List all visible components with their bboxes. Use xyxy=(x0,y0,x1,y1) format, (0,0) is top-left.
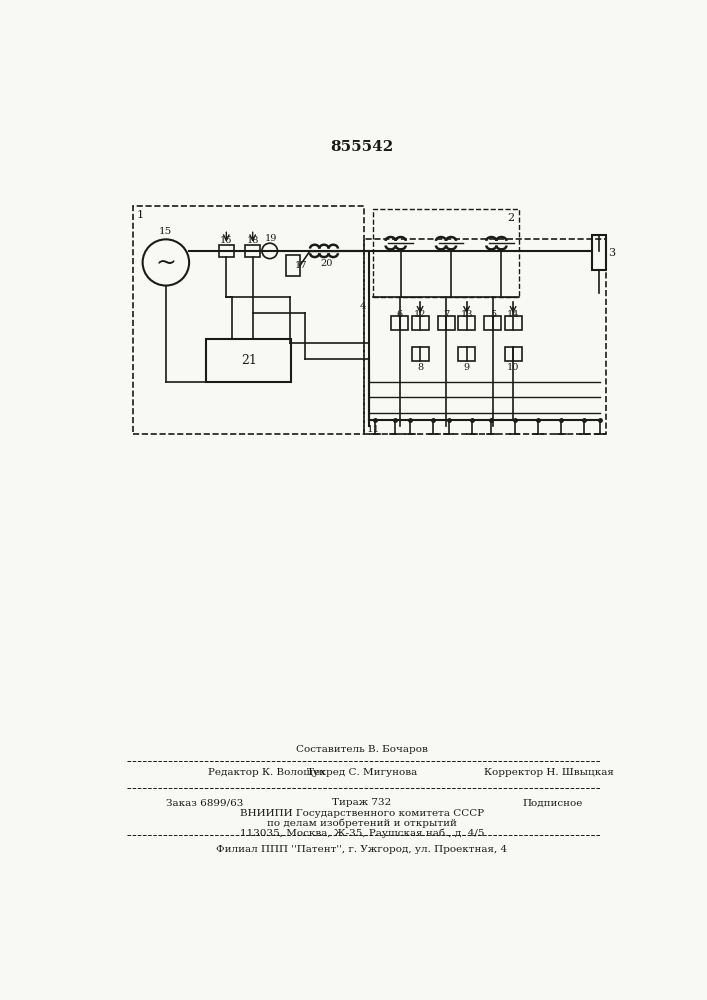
Bar xyxy=(411,347,428,361)
Text: Редактор К. Волощук: Редактор К. Волощук xyxy=(209,768,326,777)
Text: 9: 9 xyxy=(464,363,469,372)
Text: 4: 4 xyxy=(359,302,366,311)
Text: 15: 15 xyxy=(159,227,173,236)
Text: по делам изобретений и открытий: по делам изобретений и открытий xyxy=(267,818,457,828)
Text: 20: 20 xyxy=(320,259,332,268)
Bar xyxy=(592,235,606,270)
Text: Техред С. Мигунова: Техред С. Мигунова xyxy=(307,768,417,777)
Text: 113035, Москва, Ж-35, Раушская наб., д. 4/5: 113035, Москва, Ж-35, Раушская наб., д. … xyxy=(240,828,484,838)
Bar xyxy=(373,209,518,297)
Text: 5: 5 xyxy=(490,310,496,319)
Bar xyxy=(245,245,260,257)
Bar xyxy=(206,339,291,382)
Text: Подписное: Подписное xyxy=(522,798,583,807)
Bar xyxy=(458,347,475,361)
Text: 6: 6 xyxy=(397,310,403,319)
Bar xyxy=(438,316,455,330)
Text: Составитель В. Бочаров: Составитель В. Бочаров xyxy=(296,745,428,754)
Text: 16: 16 xyxy=(220,236,233,245)
Text: ВНИИПИ Государственного комитета СССР: ВНИИПИ Государственного комитета СССР xyxy=(240,808,484,818)
Text: 11: 11 xyxy=(367,425,380,434)
Text: ~: ~ xyxy=(156,250,176,274)
Bar xyxy=(505,316,522,330)
Text: 17: 17 xyxy=(295,261,307,270)
Text: 19: 19 xyxy=(265,234,277,243)
Text: Тираж 732: Тираж 732 xyxy=(332,798,392,807)
Text: Филиал ППП ''Патент'', г. Ужгород, ул. Проектная, 4: Филиал ППП ''Патент'', г. Ужгород, ул. П… xyxy=(216,845,508,854)
Text: 13: 13 xyxy=(460,310,473,319)
Bar xyxy=(363,239,606,434)
Bar xyxy=(458,316,475,330)
Bar xyxy=(484,316,501,330)
Text: Корректор Н. Швыцкая: Корректор Н. Швыцкая xyxy=(484,768,614,777)
Text: 18: 18 xyxy=(247,236,259,245)
Bar xyxy=(134,206,363,434)
Text: Заказ 6899/63: Заказ 6899/63 xyxy=(166,798,243,807)
Text: 7: 7 xyxy=(443,310,450,319)
Text: 2: 2 xyxy=(508,213,515,223)
Text: 10: 10 xyxy=(507,363,519,372)
Text: 3: 3 xyxy=(609,248,616,258)
Text: 855542: 855542 xyxy=(330,140,394,154)
Bar xyxy=(505,347,522,361)
Bar xyxy=(218,245,234,257)
Text: 8: 8 xyxy=(417,363,423,372)
Bar xyxy=(411,316,428,330)
Text: 1: 1 xyxy=(136,210,144,220)
Text: 21: 21 xyxy=(241,354,257,367)
Text: 12: 12 xyxy=(414,310,426,319)
Bar xyxy=(392,316,409,330)
Bar xyxy=(286,255,300,276)
Text: 14: 14 xyxy=(507,310,520,319)
